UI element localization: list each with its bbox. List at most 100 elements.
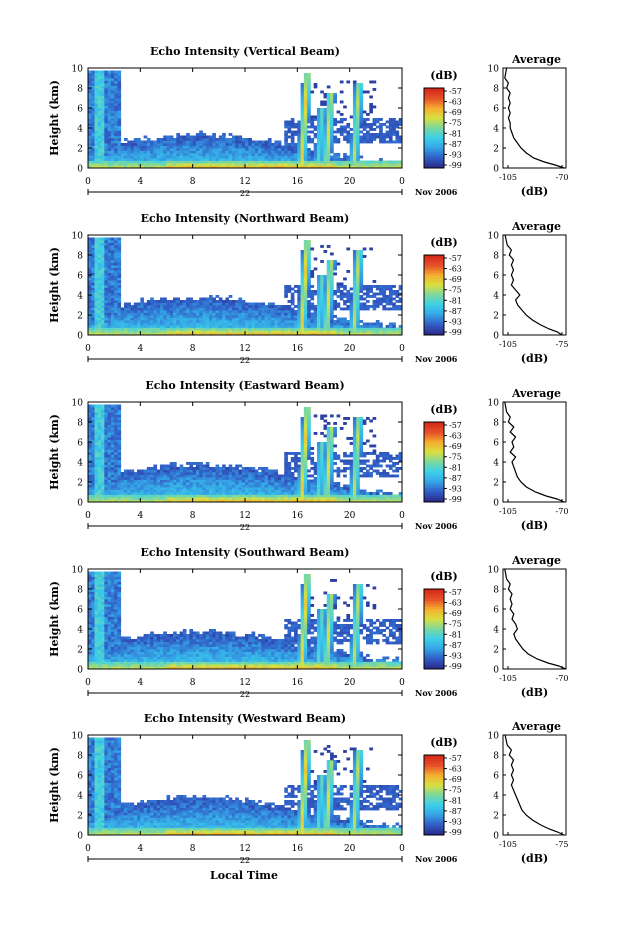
heatmap-cell [192,497,197,500]
heatmap-cell [356,113,360,116]
heatmap-cell [101,472,105,475]
heatmap-cell [88,474,92,478]
heatmap-cell [369,140,373,144]
heatmap-cell [104,462,109,465]
heatmap-cell [395,163,400,166]
heatmap-cell [287,130,292,134]
heatmap-cell [271,310,275,313]
heatmap-cell [195,472,200,475]
heatmap-cell [110,262,115,266]
heatmap-cell [398,163,403,166]
heatmap-cell [133,489,138,493]
heatmap-cell [303,434,308,438]
heatmap-cell [300,332,305,336]
heatmap-cell [173,312,177,316]
heatmap-cell [120,143,125,146]
heatmap-cell [215,148,220,151]
heatmap-cell [349,297,354,301]
heatmap-cell [107,88,112,91]
heatmap-cell [153,165,158,169]
heatmap-cell [225,300,230,303]
heatmap-cell [313,155,318,159]
heatmap-cell [189,467,194,470]
heatmap-cell [316,315,321,318]
heatmap-cell [189,472,194,475]
heatmap-cell [114,459,118,463]
heatmap-cell [290,499,295,503]
heatmap-cell [290,287,295,291]
heatmap-cell [205,494,210,498]
heatmap-cell [97,457,102,460]
heatmap-cell [150,469,154,473]
heatmap-cell [356,305,360,308]
heatmap-cell [166,155,171,159]
heatmap-cell [395,133,400,136]
heatmap-cell [356,317,360,321]
heatmap-cell [245,317,249,321]
heatmap-cell [209,140,213,144]
heatmap-cell [163,145,167,149]
heatmap-cell [156,312,161,316]
heatmap-cell [330,98,334,101]
heatmap-cell [88,280,92,283]
heatmap-cell [150,317,154,321]
heatmap-cell [271,499,275,503]
heatmap-cell [176,302,180,306]
heatmap-cell [333,120,337,124]
heatmap-cell [199,492,203,495]
heatmap-cell [199,315,203,318]
heatmap-cell [91,260,95,263]
heatmap-cell [258,320,262,323]
heatmap-cell [97,275,102,278]
heatmap-cell [330,332,334,336]
heatmap-cell [231,467,236,470]
heatmap-cell [261,332,266,336]
heatmap-cell [150,297,154,301]
heatmap-cell [166,163,171,166]
heatmap-cell [330,100,334,104]
heatmap-cell [176,163,180,166]
heatmap-cell [140,140,145,144]
heatmap-cell [163,469,167,473]
heatmap-cell [186,320,190,323]
heatmap-cell [114,302,118,306]
heatmap-cell [88,482,92,485]
heatmap-cell [352,275,357,278]
heatmap-cell [398,332,403,336]
heatmap-cell [251,469,256,473]
heatmap-cell [320,277,324,281]
heatmap-cell [94,158,99,161]
heatmap-cell [326,322,331,326]
heatmap-cell [356,140,360,144]
heatmap-cell [323,330,328,333]
heatmap-cell [258,332,262,336]
heatmap-cell [369,80,373,84]
heatmap-cell [101,133,105,136]
heatmap-cell [323,133,328,136]
heatmap-cell [248,305,252,308]
heatmap-cell [110,484,115,488]
heatmap-cell [231,158,236,161]
heatmap-cell [287,482,292,485]
heatmap-cell [235,469,239,473]
heatmap-cell [88,75,92,79]
heatmap-cell [228,464,233,468]
heatmap-cell [186,469,190,473]
heatmap-cell [261,469,266,473]
heatmap-cell [251,330,256,333]
heatmap-cell [107,459,112,463]
heatmap-cell [166,479,171,483]
heatmap-cell [369,247,373,251]
heatmap-cell [372,88,377,91]
heatmap-cell [169,135,174,139]
heatmap-cell [231,135,236,139]
heatmap-cell [104,312,109,316]
heatmap-cell [94,305,99,308]
heatmap-cell [352,255,357,258]
heatmap-cell [392,163,396,166]
heatmap-cell [94,449,99,453]
heatmap-cell [199,130,203,134]
heatmap-cell [189,165,194,169]
heatmap-cell [235,494,239,498]
heatmap-cell [150,487,154,490]
